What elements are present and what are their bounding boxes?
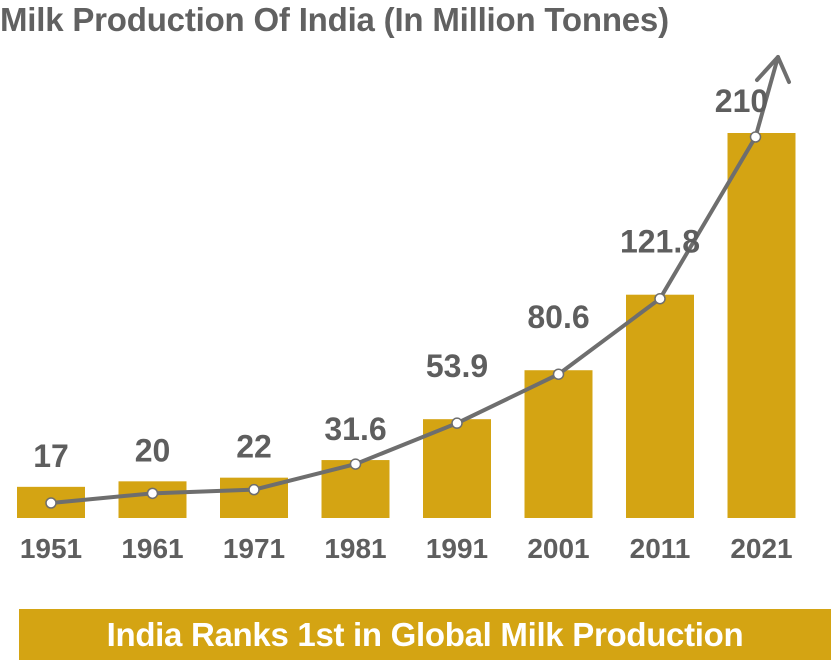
chart-title: Milk Production Of India (In Million Ton… [0,1,669,38]
x-tick-1951: 1951 [20,533,82,564]
x-tick-2001: 2001 [527,533,589,564]
trend-markers-group [45,131,762,509]
x-tick-1971: 1971 [223,533,285,564]
x-tick-2021: 2021 [730,533,792,564]
value-label-2021: 210 [715,83,768,119]
x-tick-1981: 1981 [324,533,386,564]
bar-2011 [626,294,694,518]
bar-1991 [423,419,491,518]
bar-2021 [727,133,796,518]
x-tick-2011: 2011 [630,533,691,564]
value-labels-group: 17 20 22 31.6 53.9 80.6 121.8 210 [33,83,768,474]
trend-marker-1981 [349,458,362,470]
value-label-2011: 121.8 [620,224,700,260]
x-tick-labels-group: 1951 1961 1971 1981 1991 2001 2011 2021 [20,533,793,564]
trend-marker-1961 [146,487,159,500]
trend-arrowhead [755,55,791,84]
footer-banner: India Ranks 1st in Global Milk Productio… [19,609,831,660]
trend-marker-1951 [45,497,57,509]
value-label-2001: 80.6 [527,299,589,335]
trend-marker-2001 [552,368,565,380]
x-tick-1961: 1961 [121,533,183,564]
value-label-1981: 31.6 [324,411,386,447]
trend-marker-1991 [451,417,463,429]
value-label-1971: 22 [236,429,272,465]
trend-marker-2021 [749,131,762,143]
value-label-1961: 20 [135,432,171,468]
trend-marker-2011 [654,292,666,305]
trend-marker-1971 [248,483,260,496]
value-label-1951: 17 [33,438,69,474]
bar-2001 [524,370,593,518]
value-label-1991: 53.9 [426,348,488,384]
bar-1961 [118,481,187,518]
footer-text: India Ranks 1st in Global Milk Productio… [106,615,744,653]
x-tick-1991: 1991 [426,533,488,564]
